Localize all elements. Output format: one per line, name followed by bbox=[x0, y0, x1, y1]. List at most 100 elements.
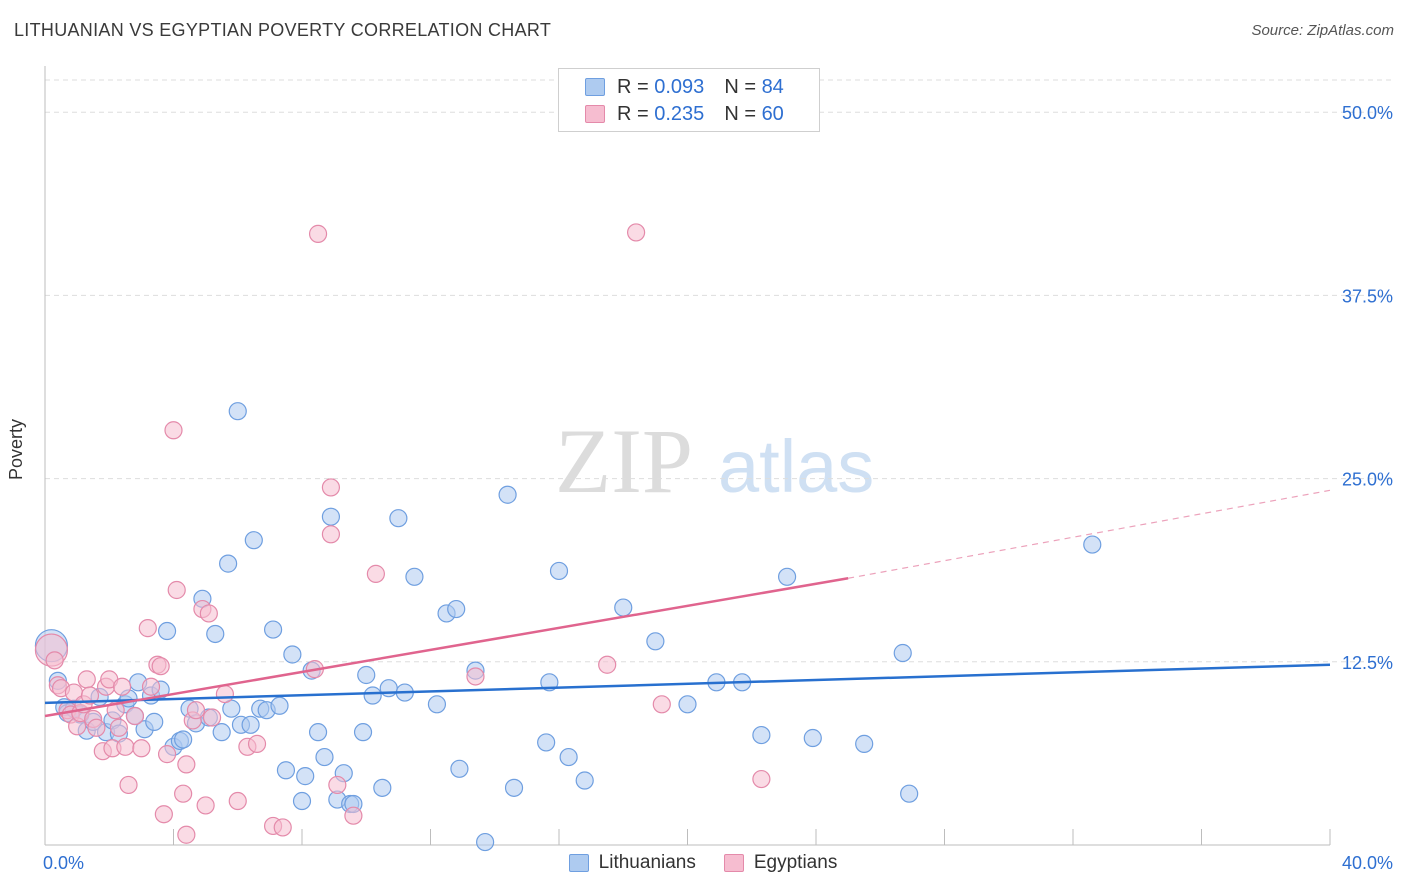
lithuanians-trend-line bbox=[44, 663, 1331, 705]
data-point bbox=[241, 715, 260, 734]
bottom-legend-label: Lithuanians bbox=[598, 852, 696, 873]
data-point bbox=[125, 706, 145, 726]
data-point bbox=[228, 791, 247, 811]
legend-n-value: 60 bbox=[761, 102, 784, 125]
y-axis-label: Poverty bbox=[6, 418, 26, 480]
data-point bbox=[328, 775, 347, 795]
data-point bbox=[363, 686, 382, 705]
data-point bbox=[202, 708, 222, 727]
data-point bbox=[379, 679, 398, 698]
data-point bbox=[315, 747, 334, 767]
data-point bbox=[447, 599, 466, 619]
data-point bbox=[247, 734, 267, 753]
data-point bbox=[373, 778, 392, 797]
data-point bbox=[157, 621, 177, 641]
legend-swatch-pink bbox=[585, 105, 605, 123]
data-point bbox=[405, 567, 424, 586]
data-point bbox=[752, 769, 771, 789]
data-point bbox=[296, 767, 315, 786]
data-point bbox=[614, 598, 633, 617]
data-point bbox=[427, 695, 447, 714]
data-point bbox=[80, 686, 100, 705]
data-point bbox=[678, 695, 697, 714]
data-point bbox=[559, 747, 578, 767]
data-point bbox=[498, 485, 517, 504]
data-point bbox=[893, 643, 912, 663]
egyptians-trend-line bbox=[44, 577, 849, 718]
bottom-legend-egyptians: Egyptians bbox=[723, 852, 838, 874]
data-point bbox=[353, 723, 373, 742]
data-point bbox=[77, 670, 96, 689]
data-point bbox=[321, 507, 341, 526]
data-point bbox=[212, 723, 231, 742]
data-point bbox=[45, 651, 64, 670]
data-point bbox=[174, 784, 193, 803]
legend-swatch-blue bbox=[585, 78, 605, 96]
data-point bbox=[344, 806, 363, 825]
data-point bbox=[1083, 535, 1102, 554]
bottom-legend-swatch-blue bbox=[568, 854, 589, 872]
data-point bbox=[215, 684, 234, 704]
data-point bbox=[174, 730, 193, 749]
legend-r-value: 0.093 bbox=[654, 75, 705, 98]
data-point bbox=[112, 677, 132, 696]
source-label: Source: ZipAtlas.com bbox=[1251, 22, 1394, 39]
data-point bbox=[308, 723, 328, 742]
data-point bbox=[196, 796, 215, 815]
legend-row-lithuanians: R = 0.093 N = 84 bbox=[585, 75, 784, 99]
data-point bbox=[366, 564, 385, 583]
egyptians-trend-extension bbox=[848, 489, 1331, 579]
data-point bbox=[164, 421, 183, 440]
data-point bbox=[308, 224, 328, 243]
egyptians-points bbox=[34, 223, 771, 844]
y-tick-label: 50.0% bbox=[1342, 103, 1393, 123]
data-point bbox=[321, 525, 341, 544]
bottom-legend-swatch-pink bbox=[723, 854, 744, 872]
data-point bbox=[119, 775, 138, 795]
data-point bbox=[151, 657, 170, 676]
legend: R = 0.093 N = 84 R = 0.235 N = 60 bbox=[558, 68, 820, 132]
data-point bbox=[167, 580, 186, 600]
data-point bbox=[154, 805, 173, 824]
legend-r-label: R = bbox=[617, 102, 649, 125]
data-point bbox=[777, 567, 797, 586]
grid bbox=[45, 79, 1392, 663]
data-point bbox=[537, 733, 556, 752]
legend-n-label: N = bbox=[724, 75, 756, 98]
data-point bbox=[549, 561, 569, 581]
data-point bbox=[141, 677, 161, 696]
data-point bbox=[598, 655, 617, 674]
x-tick-label: 0.0% bbox=[43, 853, 84, 873]
data-point bbox=[292, 791, 312, 811]
legend-r-value: 0.235 bbox=[654, 102, 705, 125]
legend-row-egyptians: R = 0.235 N = 60 bbox=[585, 102, 784, 126]
data-point bbox=[228, 402, 247, 421]
data-point bbox=[199, 604, 218, 623]
bottom-legend-lithuanians: Lithuanians bbox=[568, 852, 696, 874]
data-point bbox=[145, 712, 164, 731]
legend-n-value: 84 bbox=[761, 75, 784, 98]
data-point bbox=[177, 755, 196, 774]
data-point bbox=[476, 832, 495, 852]
data-point bbox=[186, 701, 206, 720]
legend-n-label: N = bbox=[724, 102, 756, 125]
data-point bbox=[450, 759, 469, 778]
data-point bbox=[87, 718, 106, 737]
bottom-legend-label: Egyptians bbox=[753, 852, 838, 873]
y-tick-label: 12.5% bbox=[1342, 653, 1393, 673]
data-point bbox=[283, 645, 302, 664]
data-point bbox=[219, 554, 238, 573]
data-point bbox=[273, 818, 292, 837]
data-point bbox=[244, 531, 263, 550]
watermark-atlas: atlas bbox=[718, 425, 874, 508]
data-point bbox=[357, 665, 376, 685]
data-point bbox=[900, 784, 919, 803]
data-point bbox=[138, 619, 157, 638]
data-point bbox=[652, 695, 671, 714]
x-tick-label: 40.0% bbox=[1342, 853, 1393, 873]
data-point bbox=[646, 632, 665, 651]
trend-lines bbox=[44, 489, 1331, 718]
data-point bbox=[157, 745, 177, 764]
data-point bbox=[263, 620, 283, 639]
